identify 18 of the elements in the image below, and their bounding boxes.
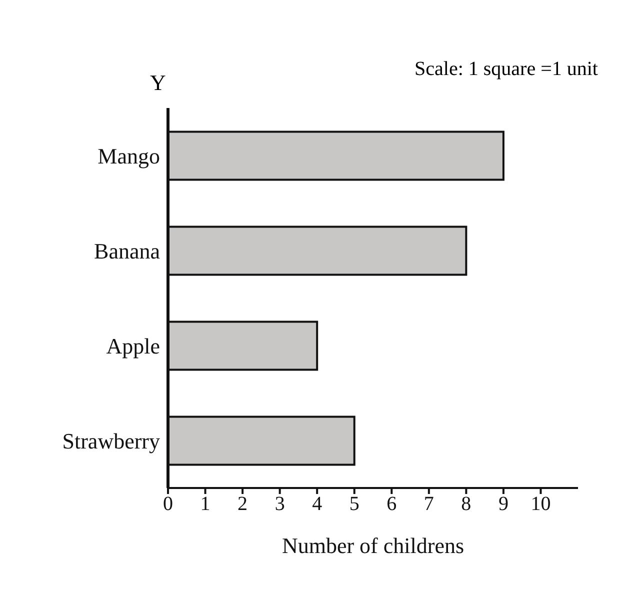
text: Scale: 1 square =1 unit	[414, 58, 598, 81]
x-tick-label: 8	[461, 493, 472, 516]
x-tick-label: 5	[349, 493, 360, 516]
y-tick-label: Strawberry	[62, 428, 160, 454]
y-tick-label: Banana	[94, 238, 160, 264]
x-axis-title: Number of childrens	[282, 533, 464, 558]
x-tick-label: 2	[238, 493, 248, 516]
x-tick-label: 1	[200, 493, 210, 516]
x-tick-label: 7	[424, 493, 434, 516]
x-tick-label: 6	[386, 493, 397, 516]
y-axis-title: Y	[150, 70, 166, 96]
x-tick-label: 10	[530, 493, 551, 516]
x-tick-label: 9	[498, 493, 508, 516]
x-tick-label: 0	[163, 493, 173, 516]
x-tick-label: 3	[274, 493, 285, 516]
y-tick-label: Mango	[98, 143, 160, 168]
x-tick-label: 4	[312, 493, 322, 516]
y-tick-label: Apple	[106, 333, 160, 358]
